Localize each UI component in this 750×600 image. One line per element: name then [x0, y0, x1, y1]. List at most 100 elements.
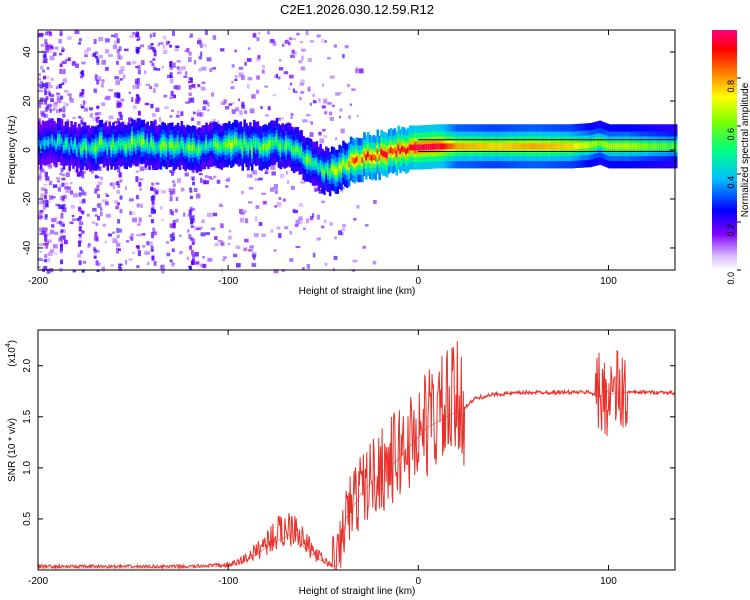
- spectrogram-noise-cell: [211, 92, 215, 97]
- spectrogram-streak-cell: [191, 167, 195, 173]
- spectrogram-noise-cell: [102, 223, 106, 227]
- spectrogram-noise-cell: [64, 187, 69, 191]
- spectrogram-noise-cell: [169, 223, 173, 229]
- spectrogram-ridge-cell: [76, 147, 79, 154]
- spectrogram-streak-cell: [44, 91, 48, 96]
- spectrogram-streak-cell: [45, 243, 49, 249]
- spectrogram-noise-cell: [38, 214, 42, 219]
- spectrogram-streak-cell: [94, 78, 98, 81]
- spectrogram-streak-cell: [170, 238, 174, 242]
- spectrogram-ridge-cell: [258, 145, 262, 151]
- spectrogram-streak-cell: [45, 96, 49, 101]
- spectrogram-noise-cell: [98, 76, 102, 81]
- spectrogram-noise-cell: [322, 128, 326, 132]
- spectrogram-noise-cell: [49, 48, 52, 53]
- spectrogram-y-tick-label: -20: [22, 191, 33, 206]
- spectrogram-ridge-cell: [424, 144, 427, 151]
- spectrogram-noise-cell: [72, 218, 76, 221]
- spectrogram-noise-cell: [46, 200, 52, 203]
- spectrogram-streak-cell: [96, 79, 100, 85]
- spectrogram-noise-cell: [82, 198, 86, 202]
- spectrogram-noise-cell: [193, 60, 197, 65]
- spectrogram-noise-cell: [86, 213, 90, 217]
- spectrogram-ridge-cell: [228, 140, 231, 147]
- spectrogram-streak-cell: [137, 78, 140, 84]
- spectrogram-noise-cell: [301, 55, 304, 61]
- spectrogram-noise-cell: [81, 61, 86, 65]
- spectrogram-noise-cell: [148, 241, 153, 246]
- spectrogram-noise-cell: [81, 231, 85, 234]
- spectrogram-noise-cell: [284, 39, 289, 44]
- spectrogram-x-ticks: -200 -100 0 100: [28, 30, 617, 287]
- spectrogram-noise-cell: [267, 106, 271, 111]
- spectrogram-noise-cell: [52, 106, 58, 111]
- spectrogram-noise-cell: [212, 212, 218, 217]
- spectrogram-ridge-cell: [675, 143, 678, 150]
- spectrogram-noise-cell: [264, 114, 269, 117]
- spectrogram-streak-cell: [135, 194, 139, 200]
- spectrogram-noise-cell: [236, 263, 241, 268]
- spectrogram-noise-cell: [49, 229, 55, 235]
- spectrogram-noise-cell: [124, 186, 127, 190]
- spectrogram-noise-cell: [159, 265, 163, 269]
- spectrogram-streak-cell: [119, 195, 123, 200]
- spectrogram-noise-cell: [132, 217, 137, 223]
- spectrogram-noise-cell: [118, 267, 123, 271]
- spectrogram-ridge-cell: [45, 139, 49, 146]
- spectrogram-ridge-cell: [83, 141, 87, 148]
- spectrogram-ridge-cell: [203, 144, 206, 151]
- spectrogram-ridge-cell: [667, 143, 670, 150]
- spectrogram-noise-cell: [278, 76, 281, 80]
- spectrogram-noise-cell: [254, 177, 259, 181]
- spectrogram-noise-cell: [125, 259, 128, 265]
- spectrogram-ridge-cell: [344, 161, 347, 168]
- spectrogram-noise-cell: [212, 119, 216, 122]
- spectrogram-ridge-cell: [256, 140, 260, 147]
- spectrogram-noise-cell: [222, 258, 226, 262]
- spectrogram-ridge-cell: [180, 140, 184, 146]
- spectrogram-streak-cell: [150, 249, 154, 252]
- spectrogram-noise-cell: [58, 205, 64, 209]
- spectrogram-noise-cell: [89, 113, 93, 118]
- spectrogram-streak-cell: [192, 254, 195, 260]
- spectrogram-streak-cell: [172, 62, 176, 68]
- spectrogram-streak-cell: [60, 245, 63, 252]
- spectrogram-ridge-cell: [452, 143, 455, 150]
- spectrogram-noise-cell: [42, 51, 47, 54]
- spectrogram-streak-cell: [116, 38, 120, 44]
- spectrogram-streak-cell: [169, 191, 173, 196]
- spectrogram-ridge-cell: [534, 143, 537, 150]
- spectrogram-ridge-cell: [652, 143, 655, 150]
- spectrogram-streak-cell: [172, 180, 175, 183]
- spectrogram-noise-cell: [49, 195, 54, 200]
- spectrogram-ridge-cell: [549, 143, 552, 150]
- spectrogram-streak-cell: [44, 234, 47, 238]
- spectrogram-streak-cell: [60, 259, 64, 265]
- spectrogram-noise-cell: [51, 224, 55, 228]
- spectrogram-streak-cell: [78, 226, 82, 232]
- spectrogram-noise-cell: [82, 260, 86, 264]
- spectrogram-ridge-cell: [81, 145, 85, 151]
- spectrogram-streak-cell: [61, 182, 65, 187]
- spectrogram-ridge-cell: [106, 145, 109, 152]
- spectrogram-noise-cell: [309, 40, 315, 43]
- spectrogram-noise-cell: [207, 109, 210, 112]
- spectrogram-ridge-cell: [530, 143, 533, 150]
- spectrogram-streak-cell: [188, 209, 192, 216]
- spectrogram-ridge-cell: [144, 142, 147, 149]
- spectrogram-ridge-cell: [283, 143, 286, 150]
- spectrogram-ridge-cell: [262, 144, 265, 150]
- spectrogram-noise-cell: [253, 32, 256, 37]
- spectrogram-noise-cell: [300, 66, 306, 71]
- spectrogram-ridge-cell: [513, 143, 516, 150]
- spectrogram-streak-cell: [60, 243, 63, 247]
- snr-panel: -200 -100 0 100 0.5 1.0 1.5 2.0 Height of stra…: [5, 329, 676, 597]
- spectrogram-streak-cell: [59, 68, 63, 75]
- spectrogram-ridge-cell: [612, 143, 615, 150]
- spectrogram-ridge-cell: [619, 143, 623, 150]
- spectrogram-noise-cell: [309, 132, 314, 137]
- spectrogram-noise-cell: [298, 216, 303, 220]
- spectrogram-noise-cell: [194, 83, 196, 89]
- spectrogram-noise-cell: [312, 252, 316, 258]
- spectrogram-noise-cell: [358, 68, 364, 74]
